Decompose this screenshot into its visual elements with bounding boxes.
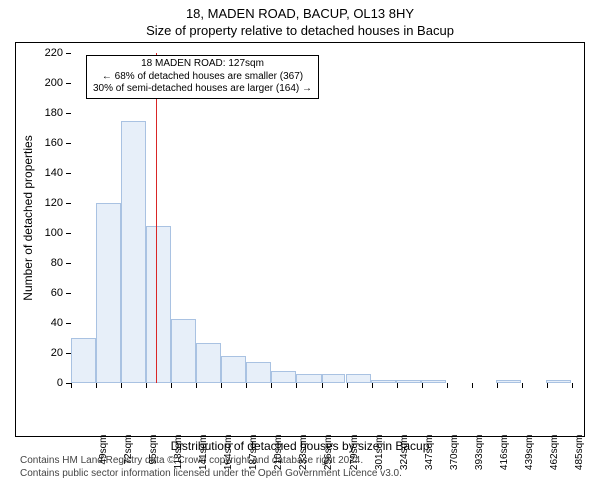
histogram-bar xyxy=(246,362,271,383)
x-tick-label: 49sqm xyxy=(98,435,109,477)
x-tick-mark xyxy=(146,383,147,388)
x-tick-mark xyxy=(422,383,423,388)
x-tick-label: 118sqm xyxy=(173,435,184,477)
chart-title-line2: Size of property relative to detached ho… xyxy=(0,23,600,38)
y-tick-label: 100 xyxy=(16,227,63,239)
x-tick-mark xyxy=(71,383,72,388)
annotation-line: 18 MADEN ROAD: 127sqm xyxy=(93,58,312,71)
y-tick-label: 180 xyxy=(16,107,63,119)
y-tick-mark xyxy=(66,233,71,234)
histogram-bar xyxy=(96,203,121,383)
x-tick-label: 393sqm xyxy=(474,435,485,477)
histogram-bar xyxy=(421,380,446,383)
annotation-line: 30% of semi-detached houses are larger (… xyxy=(93,83,312,96)
x-tick-mark xyxy=(472,383,473,388)
x-tick-mark xyxy=(497,383,498,388)
x-tick-mark xyxy=(347,383,348,388)
x-tick-label: 279sqm xyxy=(349,435,360,477)
x-tick-label: 210sqm xyxy=(273,435,284,477)
y-tick-label: 20 xyxy=(16,347,63,359)
x-tick-mark xyxy=(447,383,448,388)
x-tick-label: 301sqm xyxy=(374,435,385,477)
x-tick-mark xyxy=(522,383,523,388)
x-tick-label: 416sqm xyxy=(499,435,510,477)
x-tick-mark xyxy=(397,383,398,388)
histogram-bar xyxy=(346,374,371,383)
x-tick-label: 347sqm xyxy=(424,435,435,477)
y-tick-mark xyxy=(66,293,71,294)
y-tick-mark xyxy=(66,143,71,144)
x-tick-mark xyxy=(372,383,373,388)
histogram-bar xyxy=(296,374,321,383)
y-tick-mark xyxy=(66,323,71,324)
y-axis-label: Number of detached properties xyxy=(21,135,35,300)
histogram-bar xyxy=(396,380,421,383)
y-tick-mark xyxy=(66,53,71,54)
x-tick-mark xyxy=(271,383,272,388)
y-tick-label: 40 xyxy=(16,317,63,329)
y-tick-label: 0 xyxy=(16,377,63,389)
histogram-bar xyxy=(271,371,296,383)
y-tick-label: 120 xyxy=(16,197,63,209)
x-tick-label: 164sqm xyxy=(223,435,234,477)
property-marker-line xyxy=(156,53,157,383)
y-tick-label: 160 xyxy=(16,137,63,149)
histogram-bar xyxy=(196,343,221,384)
x-tick-mark xyxy=(221,383,222,388)
x-tick-mark xyxy=(296,383,297,388)
x-tick-label: 95sqm xyxy=(148,435,159,477)
histogram-bar xyxy=(371,380,396,383)
x-tick-label: 324sqm xyxy=(399,435,410,477)
x-tick-label: 141sqm xyxy=(198,435,209,477)
y-tick-label: 220 xyxy=(16,47,63,59)
y-tick-mark xyxy=(66,113,71,114)
chart-frame: Number of detached properties 0 20 40 60 80 1… xyxy=(15,42,585,437)
y-tick-mark xyxy=(66,353,71,354)
y-tick-label: 80 xyxy=(16,257,63,269)
histogram-bar xyxy=(546,380,571,383)
x-tick-mark xyxy=(96,383,97,388)
annotation-box: 18 MADEN ROAD: 127sqm← 68% of detached h… xyxy=(86,55,319,99)
x-tick-label: 187sqm xyxy=(248,435,259,477)
y-tick-mark xyxy=(66,83,71,84)
x-tick-label: 370sqm xyxy=(449,435,460,477)
y-tick-mark xyxy=(66,263,71,264)
y-tick-label: 140 xyxy=(16,167,63,179)
x-tick-mark xyxy=(171,383,172,388)
histogram-bar xyxy=(496,380,521,383)
x-tick-mark xyxy=(322,383,323,388)
histogram-bar xyxy=(71,338,96,383)
plot-area xyxy=(71,53,571,383)
y-tick-mark xyxy=(66,203,71,204)
y-tick-label: 60 xyxy=(16,287,63,299)
x-tick-mark xyxy=(572,383,573,388)
x-tick-mark xyxy=(196,383,197,388)
x-tick-label: 439sqm xyxy=(524,435,535,477)
x-tick-label: 256sqm xyxy=(323,435,334,477)
histogram-bar xyxy=(221,356,246,383)
histogram-bar xyxy=(121,121,146,384)
y-tick-label: 200 xyxy=(16,77,63,89)
chart-title-line1: 18, MADEN ROAD, BACUP, OL13 8HY xyxy=(0,6,600,21)
x-tick-mark xyxy=(547,383,548,388)
annotation-line: ← 68% of detached houses are smaller (36… xyxy=(93,71,312,84)
x-tick-mark xyxy=(246,383,247,388)
y-tick-mark xyxy=(66,173,71,174)
x-tick-label: 72sqm xyxy=(123,435,134,477)
histogram-bar xyxy=(146,226,171,384)
x-tick-label: 233sqm xyxy=(298,435,309,477)
histogram-bar xyxy=(171,319,196,384)
x-tick-mark xyxy=(121,383,122,388)
x-tick-label: 485sqm xyxy=(574,435,585,477)
x-tick-label: 462sqm xyxy=(549,435,560,477)
histogram-bar xyxy=(322,374,346,383)
